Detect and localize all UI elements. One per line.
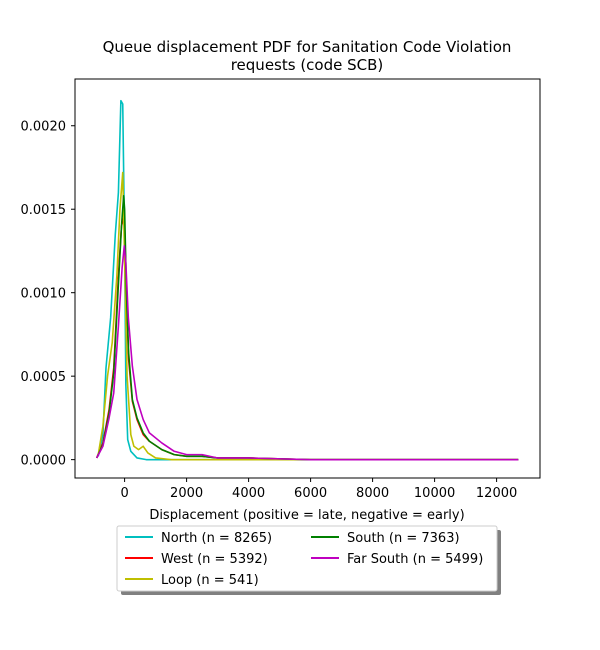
x-tick-label-0: 0 — [120, 486, 128, 501]
chart-title: Queue displacement PDF for Sanitation Co… — [103, 38, 512, 74]
series-line-3 — [95, 195, 519, 461]
y-tick-label-2: 0.0010 — [21, 287, 67, 302]
series-line-0 — [97, 99, 519, 461]
x-axis-label: Displacement (positive = late, negative … — [149, 508, 464, 523]
legend-label-1: West (n = 5392) — [161, 552, 268, 567]
series-line-4 — [95, 245, 519, 461]
y-tick-label-3: 0.0015 — [21, 203, 67, 218]
legend-label-0: North (n = 8265) — [161, 531, 272, 546]
legend-box — [116, 525, 498, 592]
x-tick-label-1: 2000 — [170, 486, 203, 501]
series-layer — [95, 99, 519, 461]
legend-label-2: Loop (n = 541) — [161, 573, 259, 588]
x-axis-ticks: 0 2000 4000 6000 8000 10000 12000 — [120, 478, 517, 501]
chart-title-line-2: requests (code SCB) — [231, 56, 384, 74]
y-tick-label-4: 0.0020 — [21, 120, 67, 135]
series-line-1 — [95, 216, 519, 461]
x-tick-label-5: 10000 — [414, 486, 455, 501]
series-line-2 — [97, 171, 519, 461]
legend: North (n = 8265) West (n = 5392) Loop (n =… — [116, 525, 501, 595]
y-tick-label-0: 0.0000 — [21, 454, 67, 469]
x-tick-label-4: 8000 — [356, 486, 389, 501]
legend-label-4: Far South (n = 5499) — [347, 552, 483, 567]
y-axis-ticks: 0.0000 0.0005 0.0010 0.0015 0.0020 — [21, 120, 75, 469]
x-tick-label-6: 12000 — [476, 486, 517, 501]
legend-label-3: South (n = 7363) — [347, 531, 460, 546]
y-tick-label-1: 0.0005 — [21, 370, 67, 385]
plot-frame — [74, 78, 541, 479]
legend-items: North (n = 8265) West (n = 5392) Loop (n =… — [125, 531, 483, 588]
x-tick-label-3: 6000 — [294, 486, 327, 501]
chart-title-line-1: Queue displacement PDF for Sanitation Co… — [103, 38, 512, 56]
x-tick-label-2: 4000 — [232, 486, 265, 501]
